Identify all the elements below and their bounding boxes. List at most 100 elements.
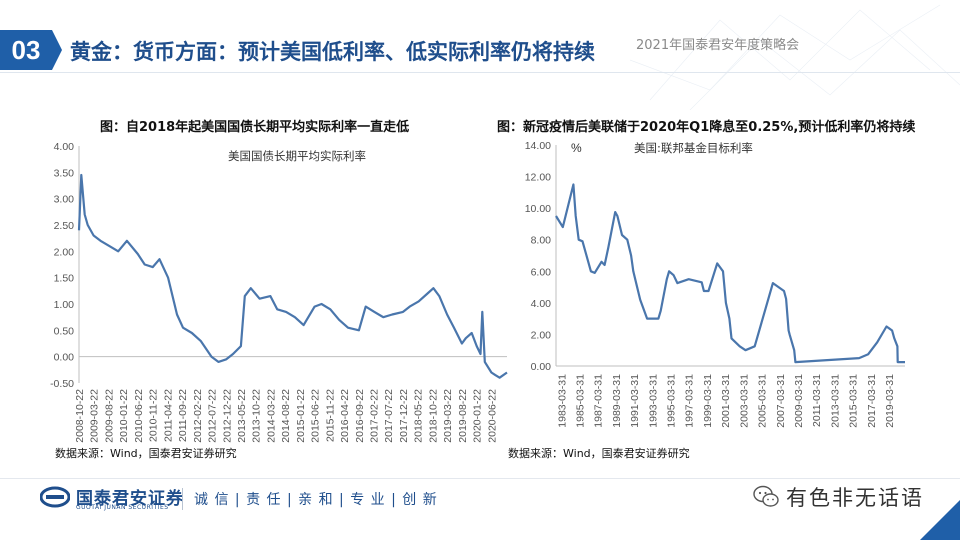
right-data-point bbox=[893, 337, 895, 339]
right-data-point bbox=[621, 234, 623, 236]
right-chart-source: 数据来源：Wind，国泰君安证券研究 bbox=[508, 447, 690, 460]
right-y-tick-label: 10.00 bbox=[525, 203, 551, 215]
right-series-label: 美国:联邦基金目标利率 bbox=[634, 141, 753, 155]
left-y-tick-label: -0.50 bbox=[50, 378, 74, 390]
company-name-en: GUOTAI JUNAN SECURITIES bbox=[76, 504, 169, 511]
page-title: 黄金：货币方面：预计美国低利率、低实际利率仍将持续 bbox=[70, 40, 595, 64]
right-data-point bbox=[632, 270, 634, 272]
right-data-point bbox=[897, 361, 899, 363]
right-data-point bbox=[708, 290, 710, 292]
right-data-point bbox=[668, 270, 670, 272]
left-series-line bbox=[77, 173, 508, 379]
watermark-text: 有色非无话语 bbox=[786, 486, 924, 510]
left-y-tick-label: 2.50 bbox=[54, 220, 75, 232]
right-data-point bbox=[703, 290, 705, 292]
company-name: 国泰君安证券 bbox=[76, 489, 184, 509]
left-x-tick-label: 2012-02-22 bbox=[192, 389, 204, 443]
left-chart-title: 图：自2018年起美国国债长期平均实际利率一直走低 bbox=[100, 120, 410, 135]
right-y-tick-label: 4.00 bbox=[531, 298, 552, 310]
right-x-tick-label: 1983-03-31 bbox=[556, 374, 568, 428]
left-y-tick-label: 3.50 bbox=[54, 167, 75, 179]
right-data-point bbox=[601, 261, 603, 263]
left-plot: 4.00 3.50 3.00 2.50 2.00 1.50 1.00 0.50 0.00 -0.5… bbox=[50, 141, 508, 443]
right-data-point bbox=[572, 184, 574, 186]
right-x-tick-label: 1991-03-31 bbox=[629, 374, 641, 428]
right-x-tick-label: 2005-03-31 bbox=[757, 374, 769, 428]
left-series-label: 美国国债长期平均实际利率 bbox=[228, 149, 366, 163]
corner-decoration bbox=[920, 500, 960, 540]
left-y-tick-label: 1.50 bbox=[54, 273, 75, 285]
right-x-tick-label: 2001-03-31 bbox=[720, 374, 732, 428]
right-data-point bbox=[575, 215, 577, 217]
right-data-point bbox=[666, 278, 668, 280]
left-x-tick-label: 2015-06-22 bbox=[310, 389, 322, 443]
right-data-point bbox=[785, 298, 787, 300]
right-data-point bbox=[731, 337, 733, 339]
right-x-tick-label: 1989-03-31 bbox=[611, 374, 623, 428]
footer-separator bbox=[182, 488, 183, 510]
right-data-point bbox=[639, 299, 641, 301]
section-number-badge: 03 bbox=[0, 30, 52, 70]
left-x-tick-label: 2010-06-22 bbox=[133, 389, 145, 443]
right-data-point bbox=[891, 330, 893, 332]
right-y-tick-label: 6.00 bbox=[531, 266, 552, 278]
company-logo-icon bbox=[40, 486, 70, 508]
company-slogan: 诚 信 | 责 任 | 亲 和 | 专 业 | 创 新 bbox=[194, 492, 438, 508]
right-data-point bbox=[676, 282, 678, 284]
right-x-tick-label: 2013-03-31 bbox=[829, 374, 841, 428]
right-data-point bbox=[555, 215, 557, 217]
right-data-point bbox=[626, 239, 628, 241]
right-data-point bbox=[754, 345, 756, 347]
right-x-tick-label: 2009-03-31 bbox=[793, 374, 805, 428]
right-data-point bbox=[582, 240, 584, 242]
left-x-tick-label: 2017-12-22 bbox=[398, 389, 410, 443]
left-x-tick-label: 2010-11-22 bbox=[148, 389, 160, 442]
left-x-tick-label: 2020-01-22 bbox=[472, 389, 484, 443]
right-data-point bbox=[788, 330, 790, 332]
right-data-point bbox=[789, 333, 791, 335]
left-x-tick-label: 2013-10-22 bbox=[251, 389, 263, 443]
left-x-tick-label: 2015-01-22 bbox=[295, 389, 307, 443]
badge-arrow bbox=[52, 30, 62, 70]
right-data-point bbox=[578, 239, 580, 241]
right-data-point bbox=[725, 302, 727, 304]
right-x-tick-label: 2015-03-31 bbox=[848, 374, 860, 428]
right-x-tick-label: 1995-03-31 bbox=[666, 374, 678, 428]
left-x-tick-label: 2018-05-22 bbox=[413, 389, 425, 443]
right-x-tick-label: 1987-03-31 bbox=[593, 374, 605, 428]
wechat-icon bbox=[753, 485, 779, 507]
right-data-point bbox=[616, 215, 618, 217]
right-data-point bbox=[646, 318, 648, 320]
right-data-point bbox=[896, 345, 898, 347]
right-x-tick-label: 1997-03-31 bbox=[684, 374, 696, 428]
right-y-tick-label: 2.00 bbox=[531, 329, 552, 341]
right-plot: 14.00 12.00 10.00 8.00 6.00 4.00 2.00 0.00 1983-… bbox=[525, 140, 905, 428]
right-x-tick-label: 2017-03-31 bbox=[866, 374, 878, 428]
header-divider bbox=[0, 72, 960, 73]
right-data-point bbox=[772, 282, 774, 284]
right-data-point bbox=[688, 278, 690, 280]
left-x-tick-label: 2014-03-22 bbox=[265, 389, 277, 443]
right-y-tick-label: 8.00 bbox=[531, 235, 552, 247]
left-x-tick-label: 2014-08-22 bbox=[280, 389, 292, 443]
right-data-point bbox=[660, 310, 662, 312]
right-data-point bbox=[794, 361, 796, 363]
left-x-tick-label: 2019-03-22 bbox=[442, 389, 454, 443]
right-x-tick-label: 1999-03-31 bbox=[702, 374, 714, 428]
left-x-tick-label: 2011-09-22 bbox=[177, 389, 189, 442]
right-x-tick-label: 2003-03-31 bbox=[738, 374, 750, 428]
left-x-tick-label: 2008-10-22 bbox=[74, 389, 86, 443]
left-x-tick-label: 2020-06-22 bbox=[486, 389, 498, 443]
left-x-tick-label: 2009-08-22 bbox=[103, 389, 115, 443]
right-y-tick-label: 0.00 bbox=[531, 361, 552, 373]
left-y-tick-label: 3.00 bbox=[54, 194, 75, 206]
right-data-point bbox=[867, 353, 869, 355]
right-x-tick-label: 1993-03-31 bbox=[647, 374, 659, 428]
left-x-tick-label: 2019-08-22 bbox=[457, 389, 469, 443]
left-y-tick-label: 2.00 bbox=[54, 246, 75, 258]
left-x-tick-label: 2011-04-22 bbox=[162, 389, 174, 442]
right-data-point bbox=[716, 262, 718, 264]
right-data-point bbox=[594, 272, 596, 274]
